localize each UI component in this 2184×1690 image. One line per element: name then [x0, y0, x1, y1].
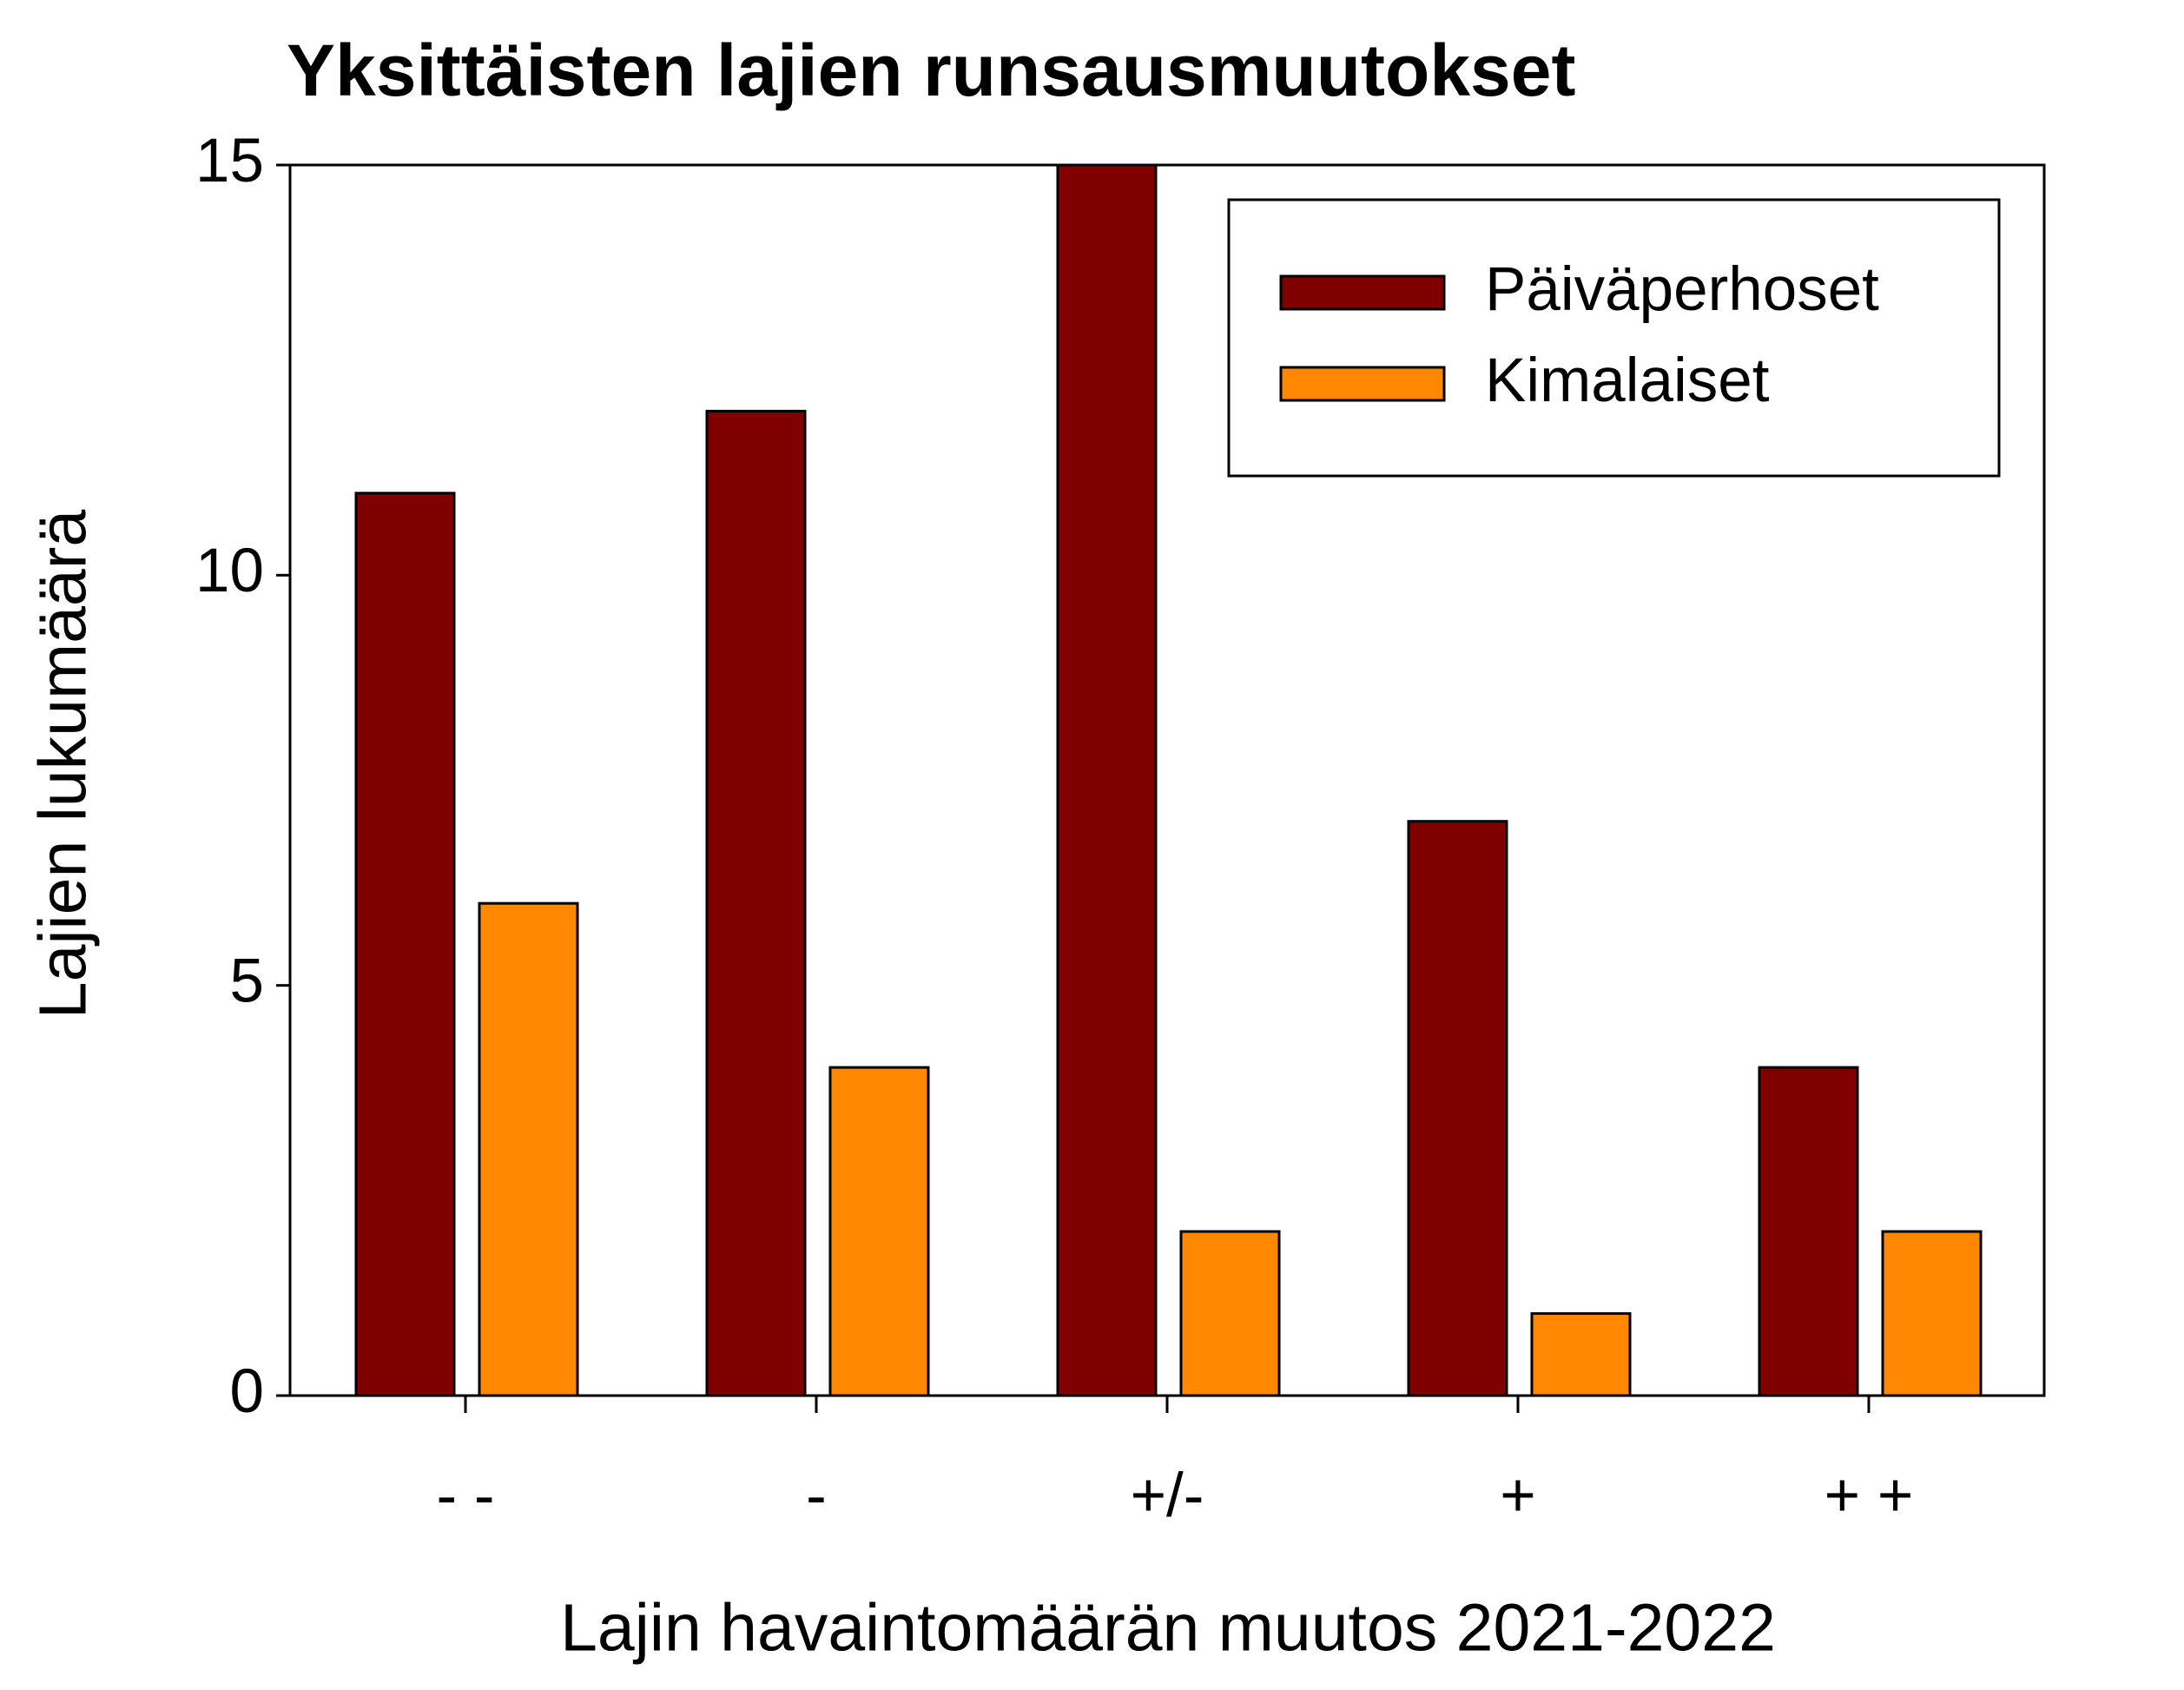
- bar: [1758, 1066, 1859, 1397]
- bar: [828, 1066, 930, 1397]
- bar: [1179, 1230, 1281, 1397]
- x-tick-label: -: [806, 1462, 827, 1530]
- bar: [1881, 1230, 1983, 1397]
- bar: [705, 409, 807, 1397]
- y-tick-label: 10: [195, 537, 264, 605]
- chart-title: Yksittäisten lajien runsausmuutokset: [287, 30, 1575, 111]
- x-axis-label: Lajin havaintomäärän muutos 2021-2022: [560, 1590, 1776, 1665]
- x-tick-label: + +: [1824, 1462, 1914, 1530]
- legend-swatch: [1279, 274, 1446, 311]
- legend-label: Kimalaiset: [1485, 347, 1770, 415]
- y-tick-label: 15: [195, 127, 264, 195]
- legend-swatch: [1279, 366, 1446, 402]
- bar: [354, 492, 456, 1397]
- bar: [1530, 1312, 1632, 1397]
- legend-box: [1227, 198, 2001, 478]
- legend-label: Päiväperhoset: [1485, 255, 1879, 324]
- y-tick-label: 5: [230, 947, 265, 1015]
- y-tick-label: 0: [230, 1357, 265, 1426]
- bar: [478, 901, 579, 1397]
- x-tick-label: +/-: [1131, 1462, 1204, 1530]
- x-tick-label: +: [1500, 1462, 1535, 1530]
- x-tick-label: - -: [436, 1462, 494, 1530]
- y-axis-label: Lajien lukumäärä: [25, 510, 100, 1020]
- bar: [1407, 820, 1508, 1397]
- bar: [1056, 163, 1158, 1397]
